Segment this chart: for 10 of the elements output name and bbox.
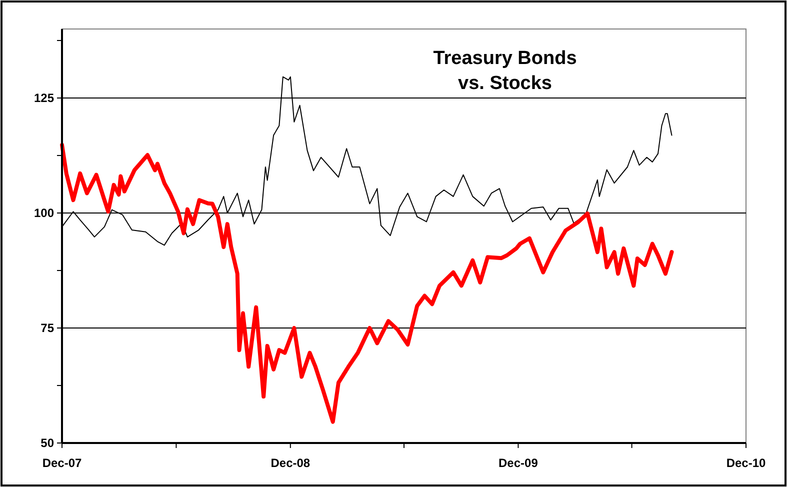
line-series [60,142,674,424]
x-tick-label: Dec-09 [498,456,538,470]
x-tick-label: Dec-08 [270,456,310,470]
x-tick-label: Dec-10 [726,456,766,470]
y-tick-label: 125 [34,91,54,106]
text: Treasury Bonds vs. Stocks [433,48,577,94]
y-tick-label: 50 [40,436,54,450]
y-tick-label: 75 [40,321,54,336]
y-tick-label: 100 [34,206,54,220]
x-tick-label: Dec-07 [42,456,82,470]
